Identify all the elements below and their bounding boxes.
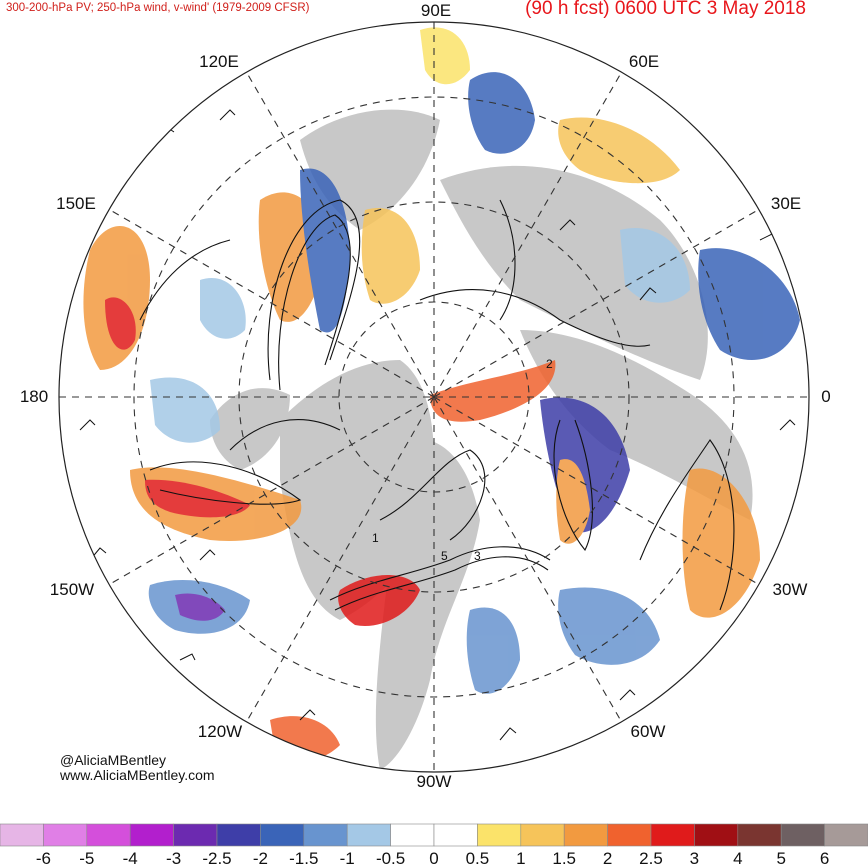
- colorbar-swatch: [390, 823, 435, 847]
- colorbar-swatch: [43, 823, 88, 847]
- colorbar-tick-label: -2.5: [202, 849, 231, 865]
- colorbar-swatch: [737, 823, 782, 847]
- colorbar-swatch: [173, 823, 218, 847]
- lon-label-30w: 30W: [772, 580, 808, 599]
- contour-label: 5: [441, 549, 448, 563]
- colorbar-tick-label: -5: [79, 849, 94, 865]
- colorbar-tick-label: 6: [820, 849, 829, 865]
- colorbar-tick-label: 0.5: [466, 849, 490, 865]
- colorbar-tick-label: -6: [36, 849, 51, 865]
- landmasses: [210, 109, 753, 770]
- pv-contours: [139, 199, 735, 611]
- map-disk: [59, 22, 809, 772]
- colorbar-tick-label: 3: [690, 849, 699, 865]
- lon-label-0: 0: [821, 387, 831, 406]
- colorbar-tick-label: -1: [340, 849, 355, 865]
- colorbar-swatch: [260, 823, 305, 847]
- colorbar-swatches: [0, 823, 868, 847]
- colorbar-tick-label: 1.5: [552, 849, 576, 865]
- contour-label: 2: [546, 357, 553, 371]
- lon-label-120w: 120W: [197, 722, 243, 741]
- lon-label-90e: 90E: [420, 1, 452, 20]
- contour-value-labels: 1 2 3 5: [372, 357, 553, 563]
- colorbar-swatch: [216, 823, 261, 847]
- colorbar-tick-label: 1: [516, 849, 525, 865]
- colorbar-tick-label: -3: [166, 849, 181, 865]
- lon-label-90w: 90W: [416, 772, 452, 791]
- lon-label-60w: 60W: [630, 722, 666, 741]
- contour-label: 1: [372, 531, 379, 545]
- map-boundary-circle: [58, 21, 810, 773]
- colorbar-tick-label: 2: [603, 849, 612, 865]
- colorbar-swatch: [303, 823, 348, 847]
- map-title-right: (90 h fcst) 0600 UTC 3 May 2018: [525, 0, 806, 19]
- colorbar-tick-label: -2: [253, 849, 268, 865]
- graticule: [59, 22, 809, 772]
- colorbar-tick-label: -4: [123, 849, 138, 865]
- colorbar-swatch: [694, 823, 739, 847]
- colorbar-swatch: [520, 823, 565, 847]
- colorbar-swatch: [129, 823, 174, 847]
- colorbar-tick-label: 2.5: [639, 849, 663, 865]
- colorbar-swatch: [650, 823, 695, 847]
- colorbar-tick-label: 0: [429, 849, 438, 865]
- colorbar-swatch: [780, 823, 825, 847]
- colorbar-tick-label: 5: [776, 849, 785, 865]
- colorbar-swatch: [346, 823, 391, 847]
- credit-website: www.AliciaMBentley.com: [60, 767, 215, 783]
- colorbar-swatch: [563, 823, 608, 847]
- map-title-left: 300-200-hPa PV; 250-hPa wind, v-wind' (1…: [6, 2, 310, 14]
- colorbar-swatch: [86, 823, 131, 847]
- colorbar-tick-label: 4: [733, 849, 742, 865]
- colorbar-tick-label: -0.5: [376, 849, 405, 865]
- lon-label-30e: 30E: [770, 194, 802, 213]
- lon-label-60e: 60E: [628, 52, 660, 71]
- polar-stereographic-map: 1 2 3 5: [58, 21, 810, 773]
- colorbar-swatch: [0, 823, 44, 847]
- colorbar-swatch: [607, 823, 652, 847]
- lon-label-150w: 150W: [49, 580, 95, 599]
- colorbar-swatch: [824, 823, 868, 847]
- lon-label-120e: 120E: [199, 52, 239, 71]
- lon-label-150e: 150E: [56, 194, 96, 213]
- colorbar-tick-label: -1.5: [289, 849, 318, 865]
- vwind-anomaly-shading: [83, 27, 800, 761]
- colorbar-ticks: -6 -5 -4 -3 -2.5 -2 -1.5 -1 -0.5 0 0.5 1 1.5 2 2.5 3 4 5 6: [36, 849, 829, 865]
- lon-label-180: 180: [19, 387, 49, 406]
- credit-handle: @AliciaMBentley: [60, 752, 167, 768]
- contour-label: 3: [474, 549, 481, 563]
- colorbar-swatch: [477, 823, 522, 847]
- colorbar: -6 -5 -4 -3 -2.5 -2 -1.5 -1 -0.5 0 0.5 1 1.5 2 2.5 3 4 5 6: [0, 823, 868, 865]
- colorbar-swatch: [433, 823, 478, 847]
